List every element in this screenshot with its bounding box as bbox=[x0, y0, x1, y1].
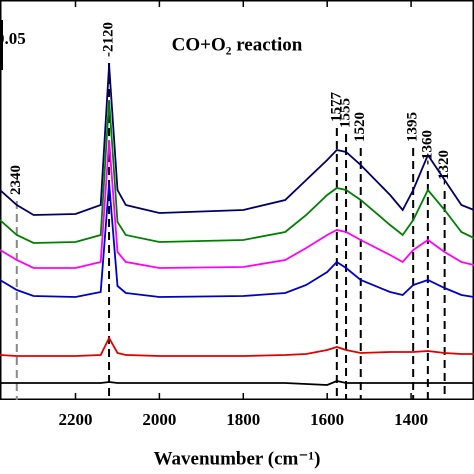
x-axis-label: Wavenumber (cm⁻¹) bbox=[154, 448, 321, 469]
peak-label: 1520 bbox=[352, 112, 368, 142]
peak-label: 1577 bbox=[328, 92, 344, 123]
x-tick-label: 1600 bbox=[310, 410, 344, 429]
x-tick-label: 2000 bbox=[142, 410, 176, 429]
x-tick-label: 1400 bbox=[394, 410, 428, 429]
peak-label: 2340 bbox=[8, 165, 24, 195]
peak-label: 1555 bbox=[337, 98, 353, 128]
spectrum-line bbox=[0, 380, 474, 386]
spectrum-line bbox=[0, 336, 474, 357]
spectrum-line bbox=[0, 64, 474, 216]
peak-label: 1395 bbox=[405, 112, 421, 142]
peak-label: -2120 bbox=[100, 22, 116, 57]
spectrum-line bbox=[0, 139, 474, 269]
scale-bar-label: 0.05 bbox=[0, 29, 26, 48]
spectrum-line bbox=[0, 99, 474, 244]
plot-frame bbox=[0, 0, 474, 400]
peak-label: -1360 bbox=[419, 130, 435, 165]
x-tick-label: 2200 bbox=[59, 410, 93, 429]
spectrum-line bbox=[0, 182, 474, 298]
chart-title: CO+O₂ reaction bbox=[172, 34, 303, 55]
x-tick-label: 1800 bbox=[226, 410, 260, 429]
peak-label: -1320 bbox=[436, 150, 452, 185]
